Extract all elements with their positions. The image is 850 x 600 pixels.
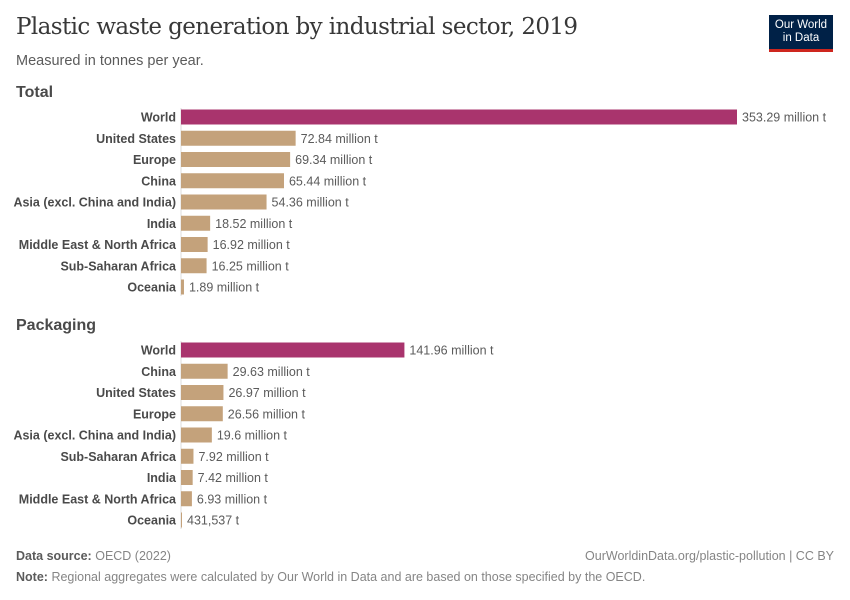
category-label: Middle East & North Africa [19,492,177,506]
bar[interactable] [181,470,193,485]
category-label: World [141,344,176,358]
note-text: Regional aggregates were calculated by O… [51,570,646,584]
category-label: Oceania [127,514,177,528]
value-label: 18.52 million t [215,217,293,231]
value-label: 54.36 million t [272,196,350,210]
value-label: 69.34 million t [295,153,373,167]
category-label: Oceania [127,281,177,295]
value-label: 7.42 million t [198,471,269,485]
category-label: Sub-Saharan Africa [60,450,177,464]
value-label: 19.6 million t [217,429,288,443]
bar[interactable] [181,237,208,252]
value-label: 141.96 million t [409,344,494,358]
bar[interactable] [181,130,296,146]
source-label: Data source: [16,549,92,563]
category-label: Asia (excl. China and India) [13,196,176,210]
value-label: 431,537 t [187,514,240,528]
bar[interactable] [181,109,737,125]
category-label: India [147,217,177,231]
value-label: 16.25 million t [212,259,290,273]
category-label: Europe [133,407,176,421]
category-label: Sub-Saharan Africa [60,259,177,273]
category-label: China [141,174,177,188]
category-label: United States [96,132,176,146]
bar[interactable] [181,491,192,507]
source-text[interactable]: OECD (2022) [95,549,171,563]
category-label: United States [96,386,176,400]
bar[interactable] [181,427,212,443]
category-label: China [141,365,177,379]
bar[interactable] [181,363,228,379]
bar[interactable] [181,215,211,231]
chart-subtitle: Measured in tonnes per year. [16,53,204,69]
bar[interactable] [181,406,223,422]
bar[interactable] [181,173,284,189]
value-label: 16.92 million t [213,238,291,252]
bar[interactable] [181,512,182,528]
bar[interactable] [181,448,194,464]
section-title-total: Total [16,84,54,101]
value-label: 26.56 million t [228,407,306,421]
bar[interactable] [181,258,207,274]
owid-logo[interactable]: Our World in Data [769,15,833,52]
value-label: 65.44 million t [289,174,367,188]
category-label: World [141,111,176,125]
bar[interactable] [181,385,224,400]
value-label: 29.63 million t [233,365,311,379]
chart-title: Plastic waste generation by industrial s… [16,14,578,40]
bar[interactable] [181,279,184,295]
bar[interactable] [181,194,267,210]
source-url[interactable]: OurWorldinData.org/plastic-pollution | C… [585,549,834,563]
category-label: Europe [133,153,176,167]
value-label: 1.89 million t [189,281,260,295]
bar[interactable] [181,342,405,358]
value-label: 26.97 million t [228,386,306,400]
value-label: 6.93 million t [197,492,268,506]
value-label: 353.29 million t [742,111,827,125]
bar[interactable] [181,152,291,167]
logo-text: Our World in Data [774,19,828,44]
value-label: 7.92 million t [198,450,269,464]
data-source: Data source: OECD (2022) [16,549,171,563]
note-label: Note: [16,570,48,584]
category-label: Asia (excl. China and India) [13,429,176,443]
category-label: Middle East & North Africa [19,238,177,252]
value-label: 72.84 million t [301,132,379,146]
section-title-packaging: Packaging [16,317,97,334]
category-label: India [147,471,177,485]
note: Note: Regional aggregates were calculate… [16,570,645,584]
